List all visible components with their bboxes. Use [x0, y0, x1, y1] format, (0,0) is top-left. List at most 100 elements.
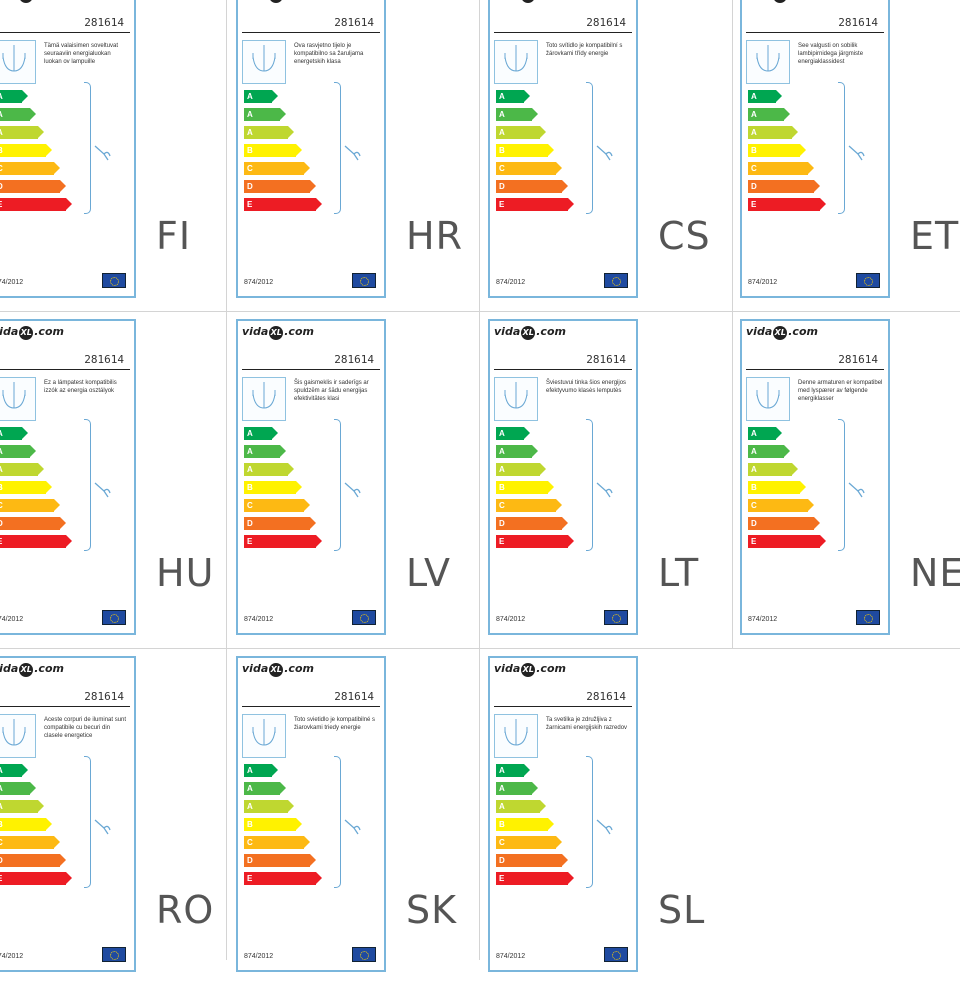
energy-class-bar: B: [244, 818, 302, 831]
energy-class-bar: A: [0, 782, 36, 795]
energy-class-letter: A: [751, 465, 757, 474]
energy-class-letter: B: [0, 483, 3, 492]
regulation-number: 874/2012: [244, 953, 274, 960]
energy-class-letter: D: [499, 519, 505, 528]
energy-class-bar: C: [0, 499, 60, 512]
energy-class-letter: B: [247, 820, 253, 829]
energy-class-letter: B: [751, 146, 757, 155]
eu-flag-icon: [352, 610, 376, 625]
energy-class-bar: A: [496, 782, 538, 795]
energy-class-letter: A: [751, 110, 757, 119]
class-bracket: [84, 419, 91, 551]
language-code: ET: [910, 214, 960, 258]
energy-class-letter: A: [0, 128, 3, 137]
eu-flag-icon: [856, 610, 880, 625]
language-code: SL: [658, 888, 706, 932]
language-code: LT: [658, 551, 700, 595]
energy-scale: A A A B C D E: [0, 764, 72, 890]
energy-label-card: vida XL .com 281614 Denne armaturen er kom…: [740, 319, 890, 635]
energy-scale: A A A B C D E: [748, 427, 826, 553]
energy-class-letter: D: [0, 519, 3, 528]
energy-class-letter: D: [499, 182, 505, 191]
energy-class-bar: E: [244, 872, 322, 885]
energy-class-bar: E: [244, 535, 322, 548]
energy-class-bar: D: [748, 517, 820, 530]
energy-class-bar: E: [0, 198, 72, 211]
regulation-number: 874/2012: [748, 616, 778, 623]
energy-class-bar: A: [496, 445, 538, 458]
energy-class-bar: D: [496, 854, 568, 867]
energy-class-bar: A: [496, 126, 546, 139]
grid-divider: [479, 0, 480, 960]
energy-class-bar: A: [0, 90, 28, 103]
header-rule: [0, 369, 130, 370]
energy-class-bar: C: [496, 162, 562, 175]
compatibility-text: See valgusti on sobilik lambipirnidega j…: [798, 43, 864, 65]
class-bracket: [334, 756, 341, 888]
energy-class-bar: A: [0, 764, 28, 777]
energy-class-bar: D: [244, 180, 316, 193]
product-code: 281614: [586, 16, 626, 29]
energy-class-bar: B: [748, 481, 806, 494]
energy-class-bar: B: [748, 144, 806, 157]
energy-class-letter: A: [0, 784, 3, 793]
energy-class-bar: D: [748, 180, 820, 193]
eu-flag-icon: [102, 273, 126, 288]
energy-label-cell: vida XL .com 281614 Šis gaismeklis ir sade…: [236, 313, 489, 649]
energy-scale: A A A B C D E: [748, 90, 826, 216]
energy-class-letter: C: [247, 501, 253, 510]
bulb-icon: [92, 142, 112, 162]
energy-label-card: vida XL .com 281614 Šis gaismeklis ir sade…: [236, 319, 386, 635]
energy-class-letter: E: [499, 200, 505, 209]
class-bracket: [838, 419, 845, 551]
language-code: FI: [156, 214, 192, 258]
regulation-number: 874/2012: [496, 953, 526, 960]
compatibility-text: Ova rasvjetno tijelo je kompatibilno sa …: [294, 43, 364, 65]
language-code: SK: [406, 888, 458, 932]
energy-class-bar: B: [244, 144, 302, 157]
energy-scale: A A A B C D E: [244, 90, 322, 216]
chandelier-icon: [746, 377, 790, 421]
energy-class-letter: E: [247, 537, 253, 546]
energy-class-bar: D: [0, 180, 66, 193]
chandelier-icon: [0, 40, 36, 84]
class-bracket: [334, 419, 341, 551]
energy-class-bar: A: [496, 800, 546, 813]
energy-scale: A A A B C D E: [244, 427, 322, 553]
compatibility-text: Toto svietidlo je kompatibilné s žiarovk…: [294, 717, 376, 731]
energy-class-letter: B: [247, 146, 253, 155]
header-rule: [494, 706, 632, 707]
bulb-icon: [92, 816, 112, 836]
energy-class-letter: C: [751, 164, 757, 173]
energy-class-letter: A: [0, 429, 3, 438]
energy-class-bar: C: [496, 499, 562, 512]
header-rule: [746, 369, 884, 370]
energy-class-bar: D: [244, 517, 316, 530]
energy-class-bar: A: [496, 764, 530, 777]
energy-class-bar: A: [244, 800, 294, 813]
energy-class-bar: C: [0, 162, 60, 175]
energy-class-letter: A: [499, 92, 505, 101]
energy-class-letter: C: [0, 501, 3, 510]
energy-class-bar: B: [0, 144, 52, 157]
language-code: HU: [156, 551, 215, 595]
header-rule: [494, 369, 632, 370]
header-rule: [242, 32, 380, 33]
language-code: NE: [910, 551, 960, 595]
energy-class-letter: D: [247, 519, 253, 528]
product-code: 281614: [586, 690, 626, 703]
energy-class-bar: B: [496, 481, 554, 494]
energy-class-bar: A: [748, 463, 798, 476]
energy-label-cell: vida XL .com 281614 Šviestuvui tinka šios …: [488, 313, 741, 649]
energy-class-bar: A: [496, 108, 538, 121]
energy-class-letter: E: [751, 200, 757, 209]
energy-class-bar: B: [496, 144, 554, 157]
eu-flag-icon: [102, 610, 126, 625]
chandelier-icon: [494, 40, 538, 84]
energy-scale: A A A B C D E: [496, 427, 574, 553]
energy-label-cell: vida XL .com 281614 Denne armaturen er kom…: [740, 313, 960, 649]
energy-class-bar: A: [496, 463, 546, 476]
